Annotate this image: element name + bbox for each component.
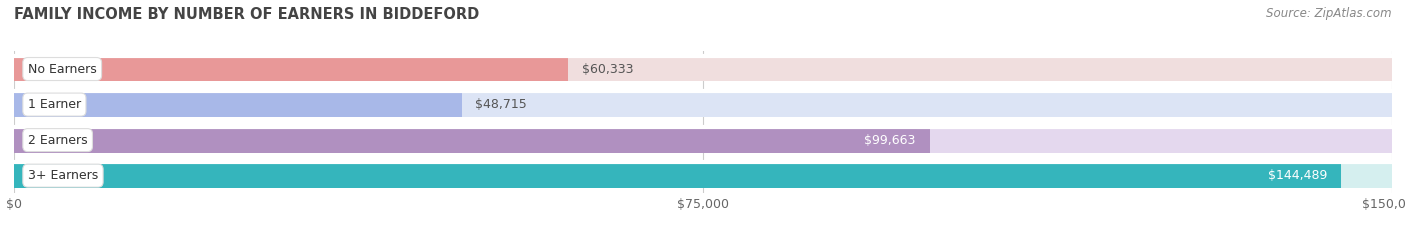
- Text: FAMILY INCOME BY NUMBER OF EARNERS IN BIDDEFORD: FAMILY INCOME BY NUMBER OF EARNERS IN BI…: [14, 7, 479, 22]
- FancyBboxPatch shape: [14, 92, 1392, 117]
- Text: Source: ZipAtlas.com: Source: ZipAtlas.com: [1267, 7, 1392, 20]
- FancyBboxPatch shape: [14, 57, 568, 82]
- Text: $144,489: $144,489: [1268, 169, 1327, 182]
- Text: $48,715: $48,715: [475, 98, 527, 111]
- FancyBboxPatch shape: [14, 163, 1341, 188]
- Text: No Earners: No Earners: [28, 62, 97, 75]
- Text: $99,663: $99,663: [865, 134, 915, 147]
- FancyBboxPatch shape: [14, 128, 929, 153]
- FancyBboxPatch shape: [14, 57, 1392, 82]
- Text: 2 Earners: 2 Earners: [28, 134, 87, 147]
- Text: $60,333: $60,333: [582, 62, 634, 75]
- FancyBboxPatch shape: [14, 128, 1392, 153]
- FancyBboxPatch shape: [14, 92, 461, 117]
- Text: 3+ Earners: 3+ Earners: [28, 169, 98, 182]
- FancyBboxPatch shape: [14, 163, 1392, 188]
- Text: 1 Earner: 1 Earner: [28, 98, 82, 111]
